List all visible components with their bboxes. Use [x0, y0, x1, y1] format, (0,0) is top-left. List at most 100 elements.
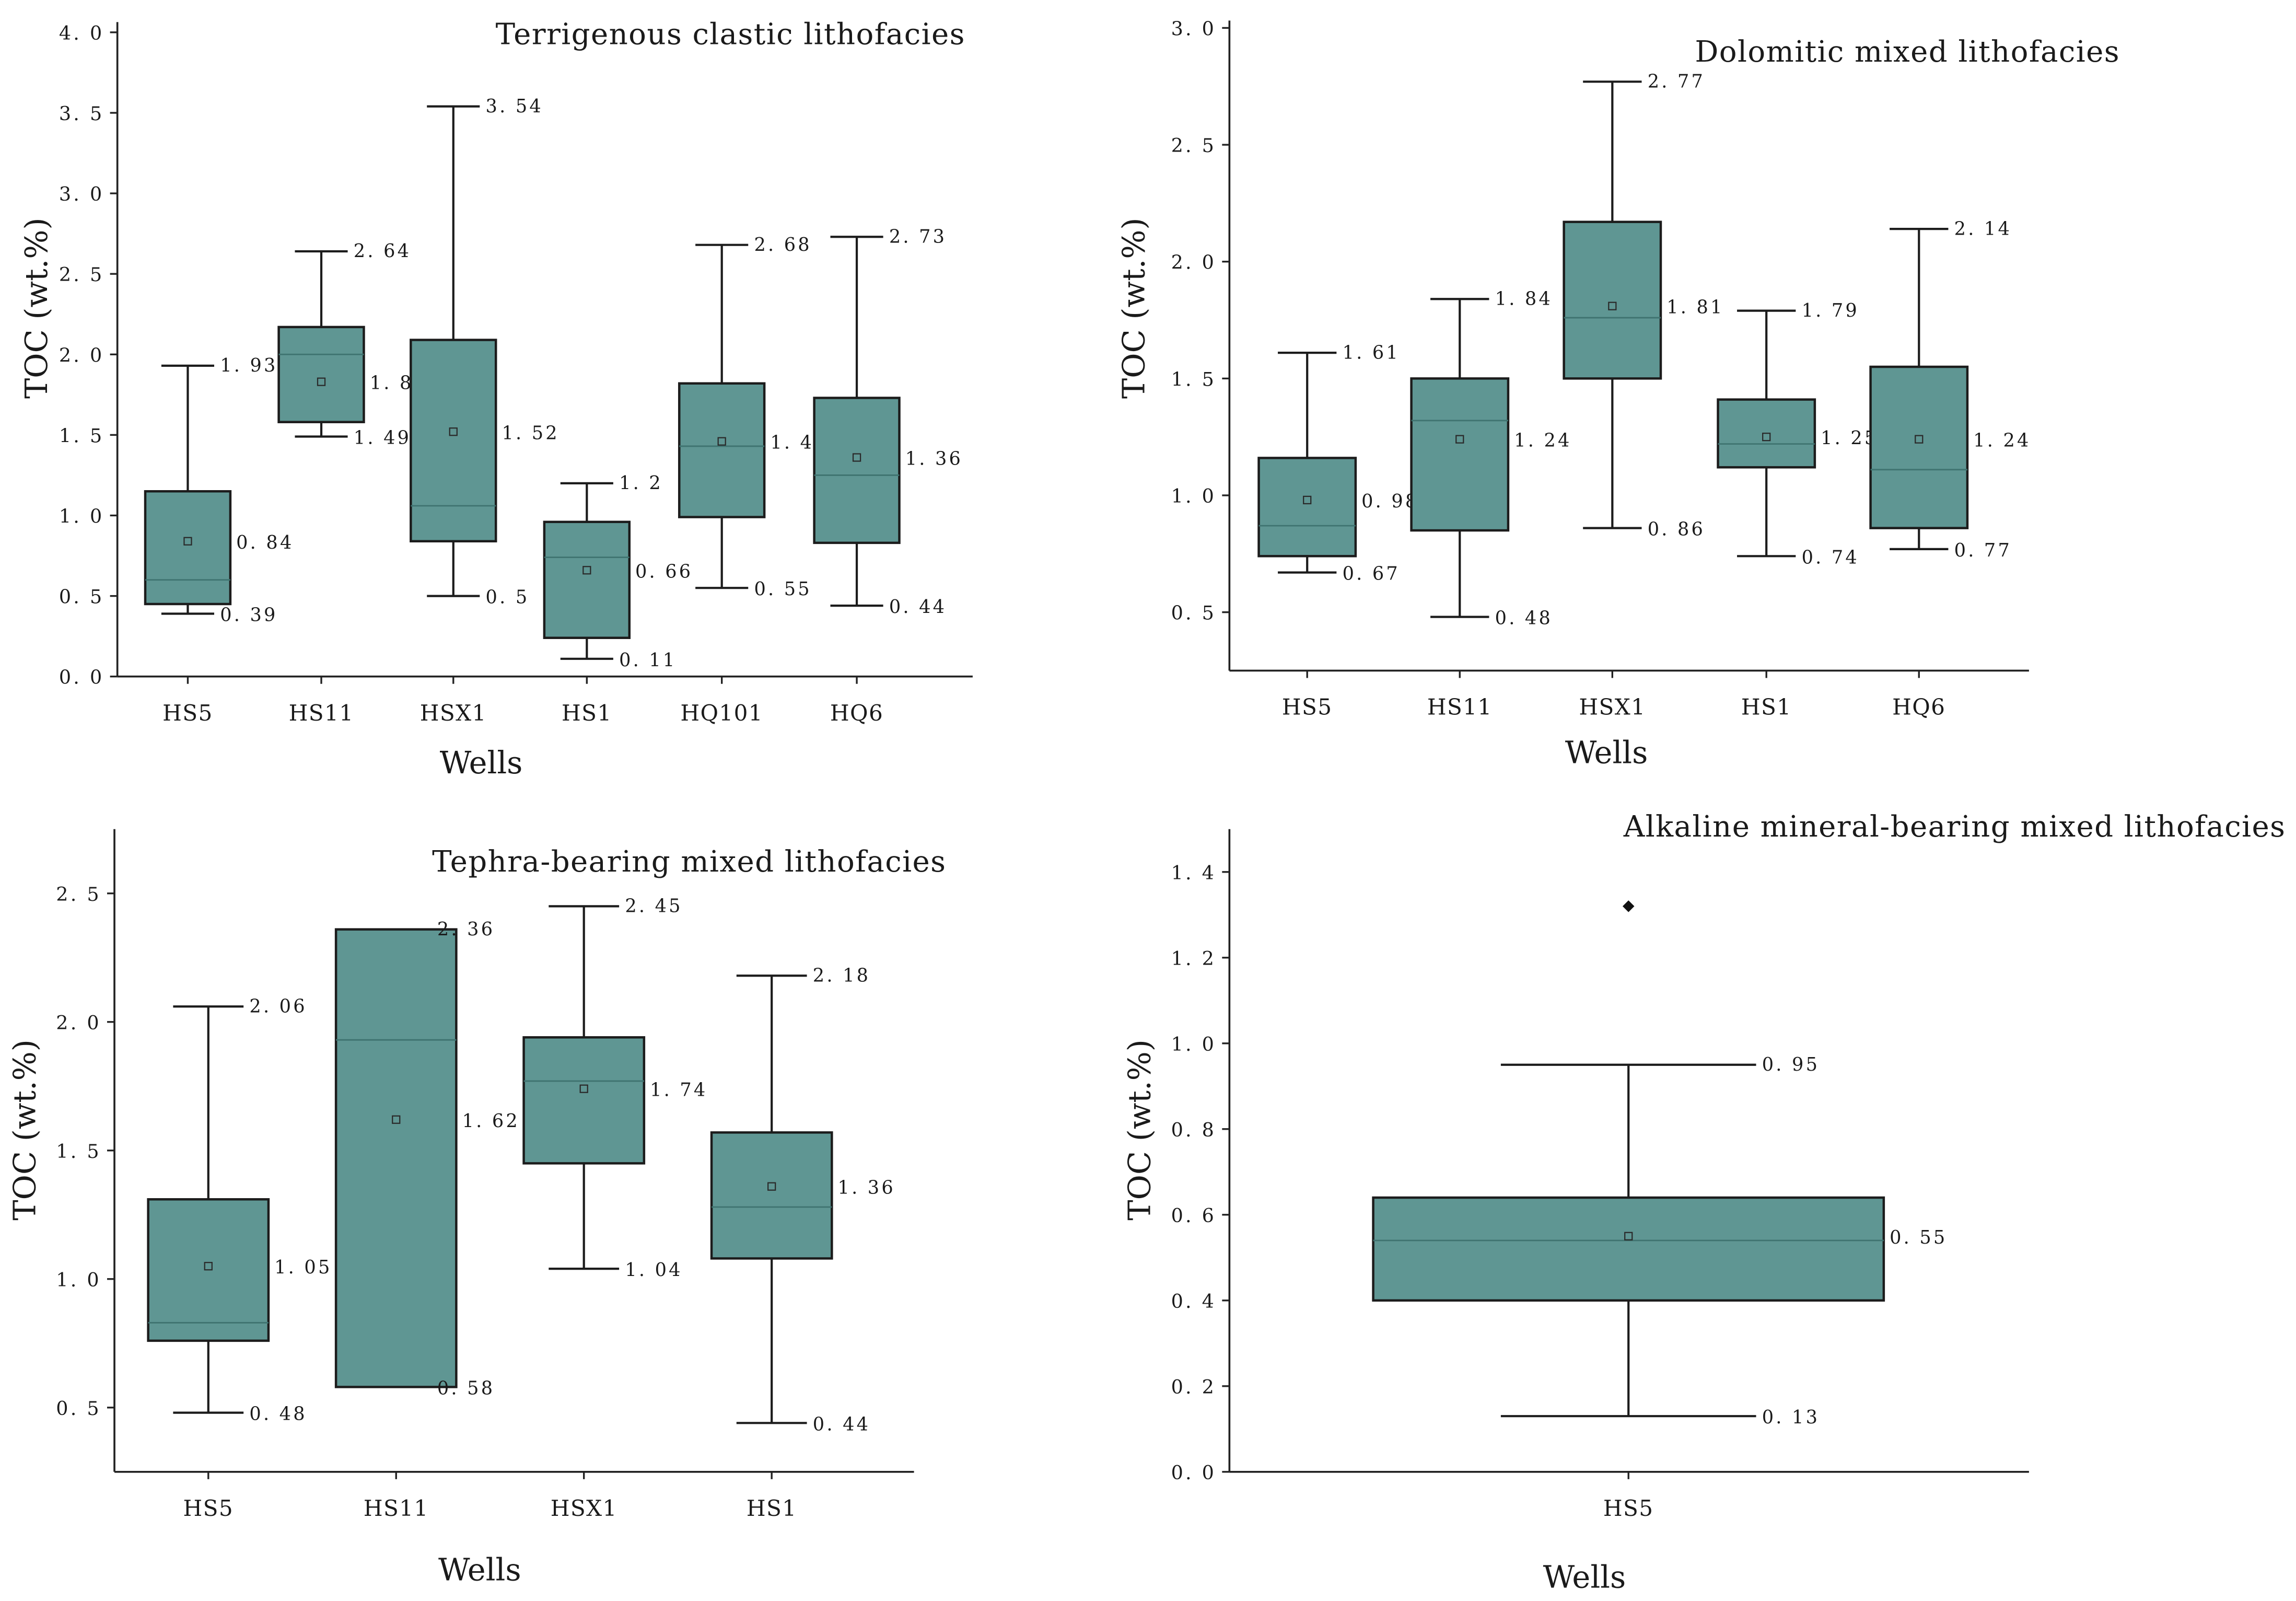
mean-marker — [449, 427, 458, 436]
mean-marker — [1455, 435, 1464, 444]
y-tick-label: 1. 5 — [56, 1140, 101, 1163]
y-tick-label: 0. 5 — [56, 1397, 101, 1420]
y-tick-label: 3. 5 — [59, 102, 104, 125]
mean-marker — [183, 537, 192, 546]
mean-marker — [392, 1115, 401, 1124]
box-HS1: 1. 2 0. 11 0. 66 — [543, 472, 691, 671]
y-tick-label: 1. 4 — [1171, 862, 1217, 884]
max-label: 1. 93 — [220, 355, 277, 376]
mean-marker — [1608, 301, 1617, 310]
mean-label: 0. 98 — [1361, 491, 1419, 512]
y-tick-label: 2. 5 — [59, 263, 104, 286]
chart-panel-1: 0. 0 0. 5 1. 0 1. 5 2. 0 2. 5 3. 0 3. 5 4. 0 Terr… — [18, 17, 973, 781]
x-tick-label: HSX1 — [1579, 694, 1646, 720]
chart-panel-4: 0. 0 0. 2 0. 4 0. 6 0. 8 1. 0 1. 2 1. 4 Alkaline… — [1122, 810, 2285, 1595]
x-tick-label: HS5 — [1603, 1495, 1654, 1521]
x-tick-label: HQ6 — [1892, 694, 1945, 720]
x-tick-label: HS5 — [1282, 694, 1333, 720]
x-tick-label: HS5 — [183, 1495, 234, 1521]
y-tick-label: 4. 0 — [59, 22, 104, 44]
mean-label: 1. 24 — [1973, 430, 2031, 451]
max-label: 2. 68 — [754, 234, 811, 256]
mean-marker — [717, 437, 726, 446]
min-label: 0. 11 — [619, 649, 677, 671]
mean-marker — [579, 1084, 588, 1093]
y-tick-label: 0. 6 — [1171, 1204, 1217, 1227]
max-label: 2. 77 — [1648, 71, 1705, 92]
min-label: 0. 13 — [1762, 1407, 1820, 1428]
box-HS11: 2. 641. 491. 83 — [277, 240, 425, 449]
x-tick-label: HS11 — [364, 1495, 429, 1521]
y-tick-label: 0. 0 — [1171, 1461, 1217, 1484]
x-tick-label: HS1 — [1741, 694, 1792, 720]
max-label: 1. 61 — [1343, 342, 1400, 363]
mean-marker — [1915, 435, 1924, 444]
min-label: 0. 67 — [1343, 563, 1400, 585]
y-tick-label: 0. 2 — [1171, 1376, 1217, 1398]
min-label: 0. 44 — [889, 596, 947, 618]
mean-label: 1. 52 — [502, 422, 559, 444]
chart-title: Terrigenous clastic lithofacies — [496, 17, 965, 51]
max-label: 1. 84 — [1495, 288, 1553, 310]
box-HS5: 0. 95 0. 13 0. 55 — [1372, 1054, 1945, 1428]
chart-panel-3: 0. 5 1. 0 1. 5 2. 0 2. 5 Tephra-bearing mixed… — [6, 829, 946, 1588]
x-tick-label: HS1 — [747, 1495, 797, 1521]
iqr-box — [1372, 1196, 1885, 1302]
max-label: 2. 18 — [813, 965, 870, 986]
mean-marker — [1303, 495, 1312, 505]
min-label: 0. 39 — [220, 605, 277, 626]
mean-marker — [1624, 1232, 1633, 1240]
box-HQ101: 2. 680. 551. 46 — [678, 234, 826, 600]
mean-label: 1. 62 — [462, 1110, 520, 1132]
box-HS1: 1. 79 0. 74 1. 25 — [1717, 300, 1876, 568]
x-tick-label: HS5 — [162, 700, 213, 726]
mean-label: 1. 36 — [905, 448, 963, 470]
box-HS11: 2. 36 0. 58 1. 62 — [334, 919, 520, 1399]
iqr-box — [543, 520, 631, 639]
iqr-box — [813, 397, 901, 544]
x-axis-label: Wells — [440, 745, 523, 781]
min-label: 0. 48 — [1495, 608, 1553, 629]
iqr-box — [1869, 365, 1969, 529]
y-tick-label: 1. 0 — [1171, 485, 1217, 507]
y-axis-label: TOC (wt.%) — [1122, 1039, 1158, 1220]
iqr-box — [710, 1131, 833, 1260]
x-axis-label: Wells — [1565, 734, 1648, 770]
iqr-box — [1257, 457, 1357, 558]
y-tick-label: 2. 5 — [1171, 134, 1217, 157]
max-label: 2. 06 — [249, 995, 307, 1017]
box-HS11: 1. 84 0. 48 1. 24 — [1410, 288, 1569, 629]
y-tick-label: 3. 0 — [1171, 17, 1217, 40]
min-label: 0. 77 — [1954, 540, 2012, 561]
min-label: 0. 74 — [1802, 547, 1859, 568]
y-tick-label: 1. 0 — [1171, 1033, 1217, 1055]
box-HS1: 2. 18 0. 44 1. 36 — [710, 965, 893, 1435]
mean-marker — [852, 453, 861, 462]
box-HQ6: 2. 73 0. 44 1. 36 — [813, 226, 963, 618]
y-tick-label: 3. 0 — [59, 183, 104, 205]
y-tick-label: 1. 2 — [1171, 947, 1217, 970]
mean-label: 1. 74 — [650, 1080, 707, 1101]
y-axis-label: TOC (wt.%) — [1115, 218, 1151, 399]
box-HSX1: 2. 77 0. 86 1. 81 — [1563, 71, 1722, 540]
max-label: 1. 79 — [1802, 300, 1859, 321]
min-label: 0. 48 — [249, 1403, 307, 1425]
y-tick-label: 1. 5 — [59, 424, 104, 447]
max-label: 2. 14 — [1954, 218, 2012, 239]
chart-panel-2: 0. 5 1. 0 1. 5 2. 0 2. 5 3. 0 Dolomitic mixed … — [1115, 17, 2119, 770]
mean-label: 1. 05 — [274, 1257, 332, 1278]
box-HS5: 2. 06 0. 48 1. 05 — [147, 995, 332, 1425]
mean-label: 0. 84 — [236, 532, 294, 553]
max-label: 2. 64 — [354, 240, 411, 262]
y-tick-label: 2. 0 — [59, 344, 104, 366]
iqr-box — [277, 326, 365, 423]
x-tick-label: HQ101 — [680, 700, 763, 726]
y-tick-label: 0. 4 — [1171, 1290, 1217, 1313]
box-HS5: 1. 93 0. 39 0. 84 — [144, 355, 294, 626]
box-HSX1: 3. 54 0. 5 1. 52 — [410, 96, 559, 608]
mean-marker — [317, 377, 326, 386]
max-label: 3. 54 — [486, 96, 543, 117]
iqr-box — [144, 490, 232, 606]
max-label: 0. 95 — [1762, 1054, 1820, 1075]
